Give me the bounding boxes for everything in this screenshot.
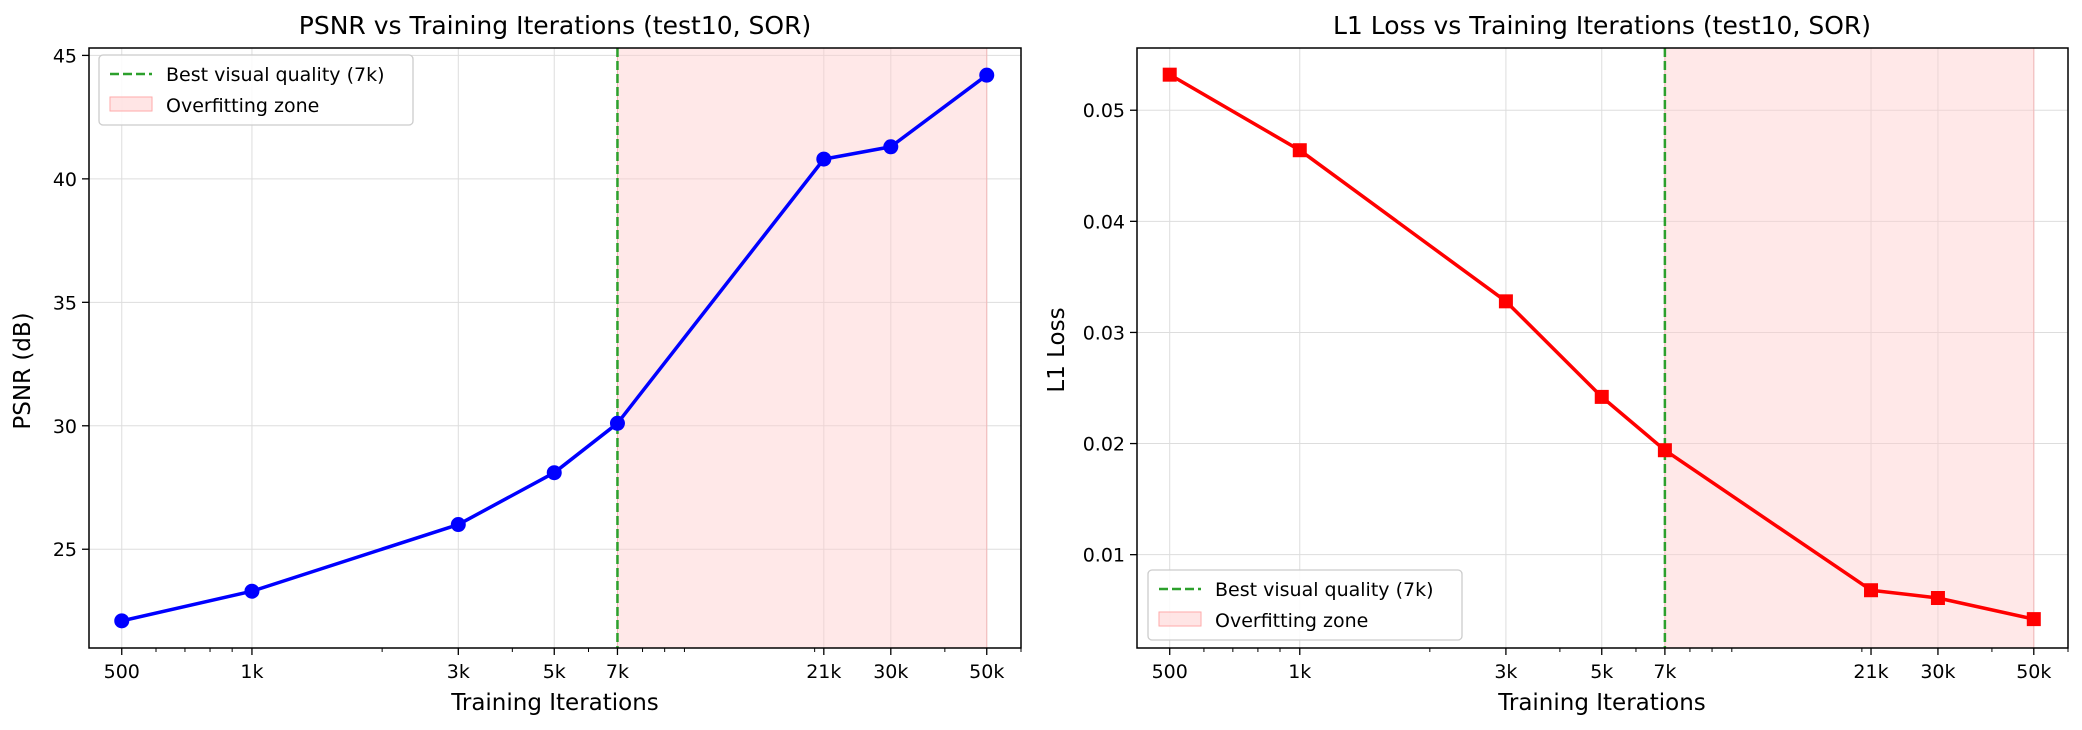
l1-x-tick-label: 3k <box>1494 661 1517 683</box>
psnr-x-tick-label: 21k <box>806 661 841 683</box>
l1-chart-title: L1 Loss vs Training Iterations (test10, … <box>1333 11 1871 40</box>
psnr-x-tick-label: 3k <box>447 661 470 683</box>
psnr-x-tick-label: 500 <box>104 661 140 683</box>
psnr-y-axis-label: PSNR (dB) <box>10 312 36 429</box>
l1-series-line <box>1168 73 2035 621</box>
l1-marker-3k <box>1498 294 1513 309</box>
l1-marker-50k <box>2026 612 2041 627</box>
psnr-x-tick-label: 50k <box>969 661 1004 683</box>
l1-marker-1k <box>1292 143 1307 158</box>
l1-marker-5k <box>1594 389 1609 404</box>
l1-legend-label-best-quality: Best visual quality (7k) <box>1215 579 1434 601</box>
psnr-chart-panel: PSNR vs Training Iterations (test10, SOR… <box>10 11 1022 716</box>
psnr-marker-500 <box>114 613 130 629</box>
psnr-x-tick-label: 30k <box>873 661 908 683</box>
psnr-chart-title: PSNR vs Training Iterations (test10, SOR… <box>299 11 811 40</box>
l1-x-tick-label: 500 <box>1152 661 1188 683</box>
psnr-legend: Best visual quality (7k) Overfitting zon… <box>98 54 414 126</box>
psnr-legend-label-overfitting: Overfitting zone <box>166 95 319 117</box>
psnr-marker-7k <box>609 415 625 431</box>
psnr-overfitting-zone <box>616 47 988 649</box>
l1-legend-swatch-icon <box>1158 611 1202 627</box>
l1-y-tick-label: 0.05 <box>1083 100 1125 122</box>
l1-loss-chart-panel: L1 Loss vs Training Iterations (test10, … <box>1044 11 2069 716</box>
l1-marker-21k <box>1864 583 1879 598</box>
psnr-x-tick-label: 7k <box>606 661 629 683</box>
psnr-y-tick-label: 40 <box>53 169 77 191</box>
psnr-markers <box>114 67 995 629</box>
l1-marker-500 <box>1162 67 1177 82</box>
l1-x-tick-label: 1k <box>1288 661 1311 683</box>
psnr-legend-label-best-quality: Best visual quality (7k) <box>166 64 385 86</box>
psnr-marker-50k <box>979 67 995 83</box>
psnr-series-line <box>121 73 988 623</box>
l1-y-tick-label: 0.04 <box>1083 211 1125 233</box>
l1-x-tick-label: 7k <box>1653 661 1676 683</box>
l1-x-tick-label: 50k <box>2016 661 2051 683</box>
psnr-x-axis-label: Training Iterations <box>450 690 659 716</box>
psnr-x-tick-label: 1k <box>240 661 263 683</box>
psnr-y-tick-label: 35 <box>53 292 77 314</box>
l1-x-tick-label: 21k <box>1853 661 1888 683</box>
l1-x-axis-label: Training Iterations <box>1497 690 1706 716</box>
l1-ticks: 500 1k 3k 5k 7k 21k 30k 50k 0.01 0.02 0.03 0.04 0.05 <box>1083 100 2069 683</box>
l1-plot-frame <box>1136 47 2069 649</box>
l1-markers <box>1162 67 2041 627</box>
psnr-ticks: 500 1k 3k 5k 7k 21k 30k 50k 25 30 35 40 45 <box>53 45 1022 683</box>
psnr-marker-5k <box>546 465 562 481</box>
l1-y-axis-label: L1 Loss <box>1044 307 1070 392</box>
psnr-marker-1k <box>244 583 260 599</box>
l1-overfitting-zone <box>1664 47 2035 649</box>
l1-marker-30k <box>1930 591 1945 605</box>
l1-marker-7k <box>1657 443 1672 458</box>
psnr-legend-swatch-icon <box>109 96 153 112</box>
psnr-marker-3k <box>450 517 466 533</box>
psnr-marker-21k <box>816 151 832 167</box>
psnr-x-tick-label: 5k <box>543 661 566 683</box>
psnr-y-tick-label: 30 <box>53 416 77 438</box>
l1-legend-label-overfitting: Overfitting zone <box>1215 610 1368 632</box>
l1-x-tick-label: 5k <box>1590 661 1613 683</box>
l1-legend: Best visual quality (7k) Overfitting zon… <box>1147 569 1463 641</box>
l1-y-tick-label: 0.03 <box>1083 322 1125 344</box>
psnr-y-tick-label: 25 <box>53 539 77 561</box>
psnr-y-tick-label: 45 <box>53 45 77 67</box>
l1-y-tick-label: 0.02 <box>1083 434 1125 456</box>
l1-legend-box <box>1147 569 1463 641</box>
l1-y-tick-label: 0.01 <box>1083 545 1125 567</box>
psnr-legend-box <box>98 54 414 126</box>
l1-x-tick-label: 30k <box>1920 661 1955 683</box>
psnr-marker-30k <box>883 139 899 155</box>
psnr-plot-frame <box>88 47 1022 649</box>
